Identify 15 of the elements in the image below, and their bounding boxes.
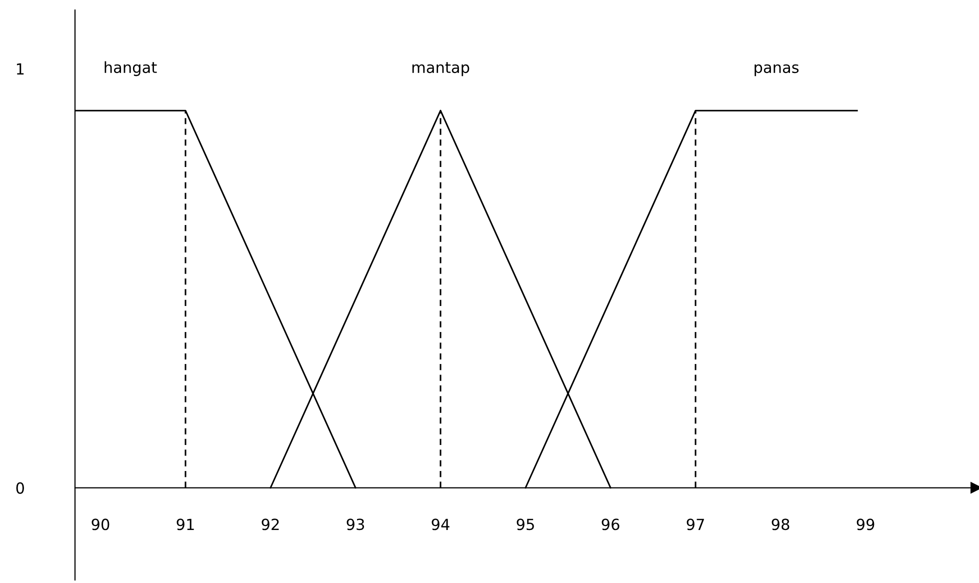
x-tick-label: 93 — [346, 518, 364, 530]
x-tick-label: 90 — [92, 518, 110, 530]
x-tick-label: 94 — [432, 518, 450, 530]
text: mantap — [412, 62, 470, 76]
x-tick-label: 95 — [516, 518, 534, 530]
x-tick-label: 98 — [772, 518, 790, 530]
x-tick-label: 92 — [262, 518, 279, 530]
x-tick-label: 99 — [856, 518, 874, 530]
text: hangat — [104, 61, 157, 76]
text: panas — [754, 64, 799, 76]
y-tick-label: 1 — [16, 63, 24, 74]
x-tick-label: 97 — [686, 518, 704, 530]
x-tick-label: 96 — [602, 518, 620, 530]
x-tick-label: 91 — [176, 518, 194, 530]
y-tick-label: 0 — [16, 482, 24, 494]
